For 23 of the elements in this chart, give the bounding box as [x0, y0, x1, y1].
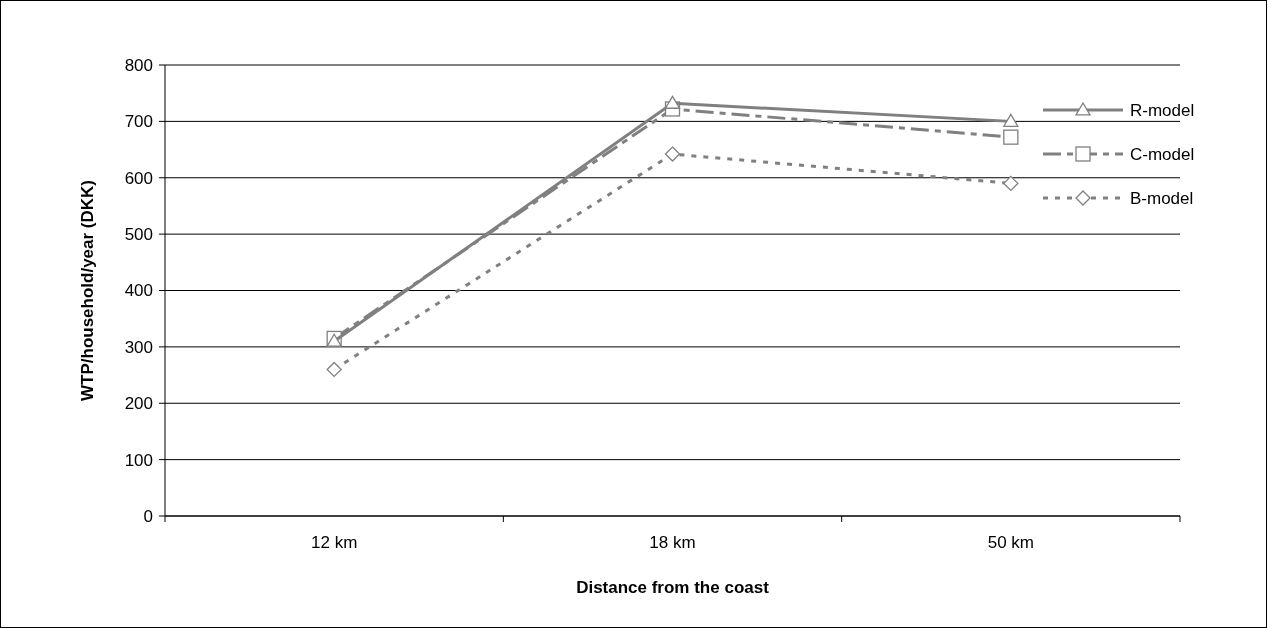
y-tick-label: 600	[124, 168, 153, 188]
y-tick-label: 300	[124, 337, 153, 357]
y-tick-label: 0	[143, 506, 153, 526]
y-tick-label: 400	[124, 281, 153, 301]
y-tick-label: 800	[124, 55, 153, 75]
y-tick-label: 500	[124, 225, 153, 245]
point	[1003, 113, 1019, 127]
legend-label: R-model	[1130, 100, 1195, 120]
point	[326, 361, 342, 378]
x-tick-label: 18 km	[649, 533, 696, 552]
point	[664, 95, 681, 109]
y-tick-label: 100	[124, 450, 153, 470]
y-tick-label: 700	[124, 112, 153, 132]
x-axis-title: Distance from the coast	[576, 578, 770, 597]
y-axis-title: WTP/household/year (DKK)	[78, 179, 97, 402]
point	[1003, 129, 1019, 145]
legend-label: B-model	[1130, 188, 1194, 208]
point	[664, 146, 681, 162]
x-tick-label: 50 km	[987, 533, 1034, 552]
x-tick-label: 12 km	[311, 533, 358, 552]
y-tick-label: 200	[124, 394, 153, 414]
point	[1003, 175, 1019, 192]
legend-label: C-model	[1130, 144, 1195, 164]
